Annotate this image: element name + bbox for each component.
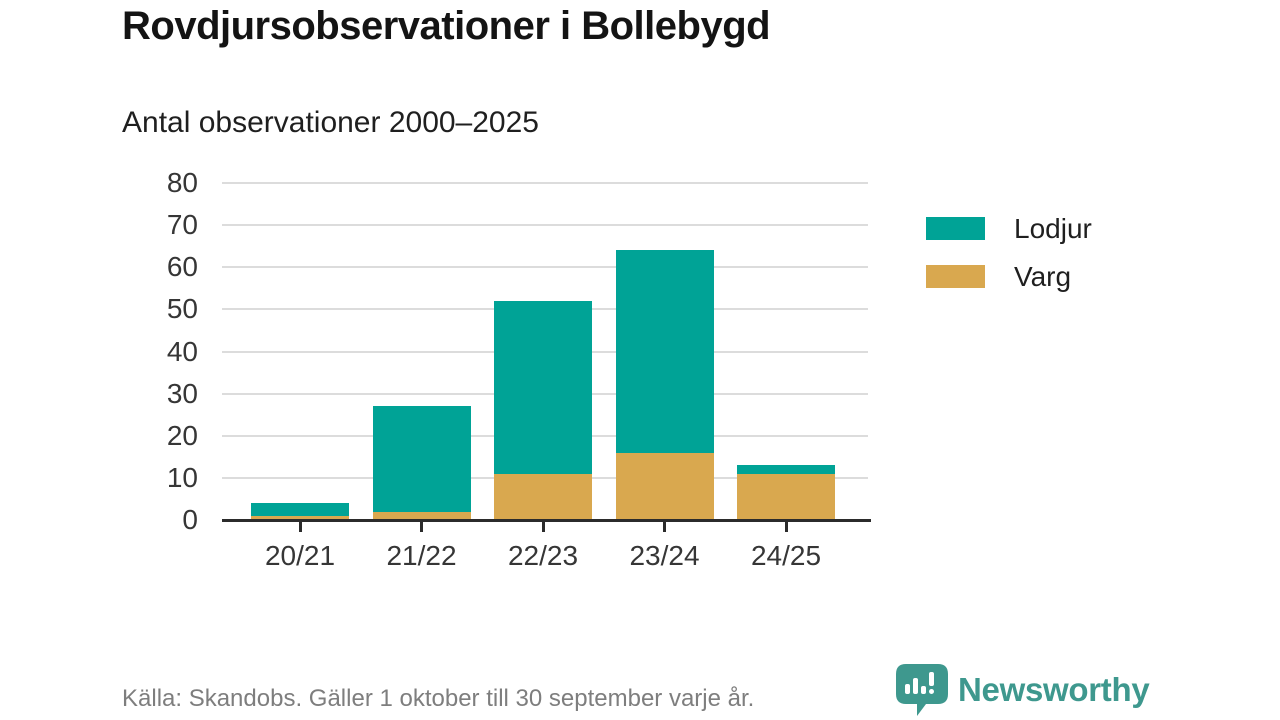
y-axis-tick-label-0: 0 bbox=[182, 504, 198, 535]
x-axis-tick-mark-20-21 bbox=[298, 522, 302, 532]
y-axis-tick-label-70: 70 bbox=[166, 209, 198, 241]
legend-swatch-lodjur bbox=[926, 217, 985, 240]
x-axis-tick-label-20-21: 20/21 bbox=[264, 540, 336, 571]
chart-title: Rovdjursobservationer i Bollebygd bbox=[122, 4, 771, 48]
x-axis-tick-label-24-25: 24/25 bbox=[750, 540, 822, 571]
x-axis-tick-mark-23-24 bbox=[663, 522, 666, 532]
gridline-y70 bbox=[222, 224, 868, 227]
bar-segment-lodjur-21-22 bbox=[372, 406, 471, 512]
newsworthy-logo-icon bbox=[896, 664, 948, 716]
source-note: Källa: Skandobs. Gäller 1 oktober till 3… bbox=[122, 685, 755, 712]
bar-segment-varg-22-23 bbox=[494, 473, 592, 520]
legend: Lodjur Varg bbox=[926, 213, 1092, 313]
bar-segment-varg-24-25 bbox=[737, 473, 835, 520]
x-axis-tick-label-22-23: 22/23 bbox=[507, 540, 579, 571]
x-axis-tick-label-23-24: 23/24 bbox=[629, 540, 700, 571]
y-axis-tick-label-20: 20 bbox=[166, 419, 198, 451]
legend-label-varg: Varg bbox=[1014, 261, 1072, 292]
y-axis-tick-label-30: 30 bbox=[166, 377, 198, 409]
y-axis-tick-label-80: 80 bbox=[166, 167, 198, 198]
bar-segment-lodjur-23-24 bbox=[615, 250, 714, 453]
legend-item-varg: Varg bbox=[926, 261, 1092, 292]
legend-item-lodjur: Lodjur bbox=[926, 213, 1092, 244]
bar-segment-varg-23-24 bbox=[615, 452, 714, 520]
x-axis-tick-mark-22-23 bbox=[541, 522, 545, 532]
bar-segment-varg-20-21 bbox=[251, 515, 349, 520]
y-axis-tick-label-10: 10 bbox=[166, 461, 198, 493]
gridline-y80 bbox=[222, 182, 868, 184]
y-axis-tick-label-40: 40 bbox=[166, 335, 198, 367]
x-axis-tick-label-21-22: 21/22 bbox=[386, 540, 457, 571]
legend-label-lodjur: Lodjur bbox=[1014, 213, 1092, 244]
bar-segment-lodjur-24-25 bbox=[737, 465, 835, 474]
x-axis-line bbox=[222, 519, 871, 522]
y-axis-tick-label-60: 60 bbox=[166, 251, 198, 283]
legend-swatch-varg bbox=[926, 265, 985, 288]
chart-subtitle: Antal observationer 2000–2025 bbox=[122, 106, 539, 139]
plot-area: 0 10 20 30 40 50 60 70 80 20/21 21/22 22/23 23/24 24/… bbox=[167, 167, 871, 571]
newsworthy-logo-text: Newsworthy bbox=[958, 671, 1150, 708]
y-axis-tick-label-50: 50 bbox=[166, 293, 198, 325]
bar-segment-lodjur-22-23 bbox=[494, 300, 592, 474]
bar-segment-varg-21-22 bbox=[372, 511, 471, 520]
gridline-y60 bbox=[222, 266, 868, 269]
x-axis-tick-mark-24-25 bbox=[784, 522, 788, 532]
x-axis-tick-mark-21-22 bbox=[420, 522, 423, 532]
bar-segment-lodjur-20-21 bbox=[251, 503, 349, 516]
newsworthy-logo: Newsworthy bbox=[896, 664, 1150, 716]
